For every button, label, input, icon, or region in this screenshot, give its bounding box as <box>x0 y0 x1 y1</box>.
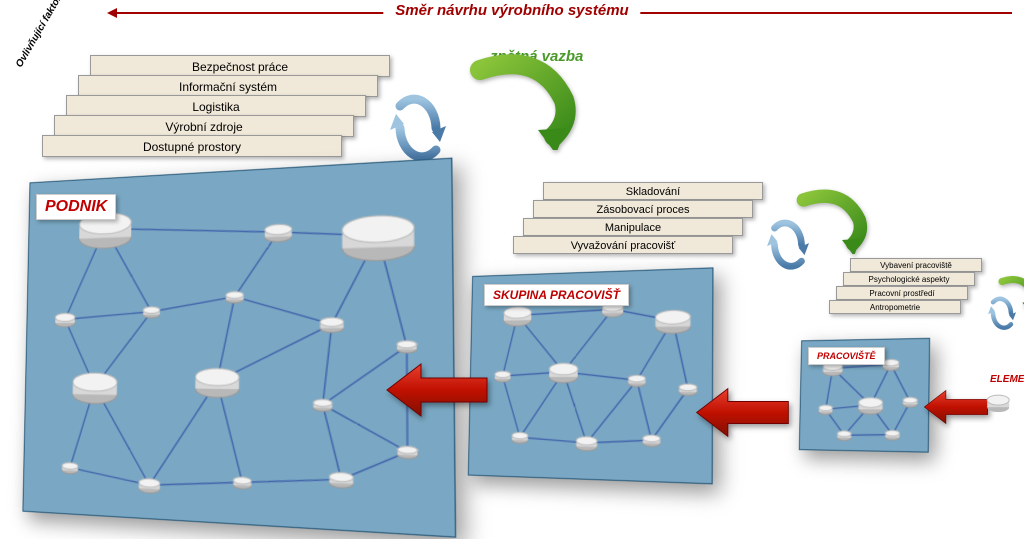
feedback-arrow-icon <box>995 272 1024 317</box>
podnik-factor-card: Bezpečnost práce <box>90 55 390 77</box>
skupina-factor-card: Manipulace <box>523 218 743 236</box>
podnik-factor-card: Dostupné prostory <box>42 135 342 157</box>
skupina-factor-card: Skladování <box>543 182 763 200</box>
skupina-label: SKUPINA PRACOVIŠŤ <box>484 284 629 306</box>
flow-arrow-icon <box>690 385 795 445</box>
skupina-factor-card: Vyvažování pracovišť <box>513 236 733 254</box>
pracoviste-label: PRACOVIŠTĚ <box>808 347 885 365</box>
flow-arrow-icon <box>382 360 492 425</box>
podnik-factor-card: Výrobní zdroje <box>54 115 354 137</box>
side-label: Ovlivňující faktory <box>14 0 67 70</box>
skupina-factor-card: Zásobovací proces <box>533 200 753 218</box>
feedback-arrow-icon <box>460 50 580 155</box>
element-node <box>985 394 1011 421</box>
pracoviste-factor-card: Pracovní prostředí <box>836 286 968 300</box>
podnik-label: PODNIK <box>36 194 116 220</box>
podnik-factor-card: Logistika <box>66 95 366 117</box>
flow-arrow-icon <box>923 388 989 431</box>
pracoviste-factor-card: Vybavení pracoviště <box>850 258 982 272</box>
podnik-factor-card: Informační systém <box>78 75 378 97</box>
top-title: Směr návrhu výrobního systému <box>383 2 640 19</box>
pracoviste-factor-card: Psychologické aspekty <box>843 272 975 286</box>
pracoviste-factor-card: Antropometrie <box>829 300 961 314</box>
feedback-arrow-icon <box>790 186 870 259</box>
element-label: ELEMENT <box>990 374 1024 385</box>
